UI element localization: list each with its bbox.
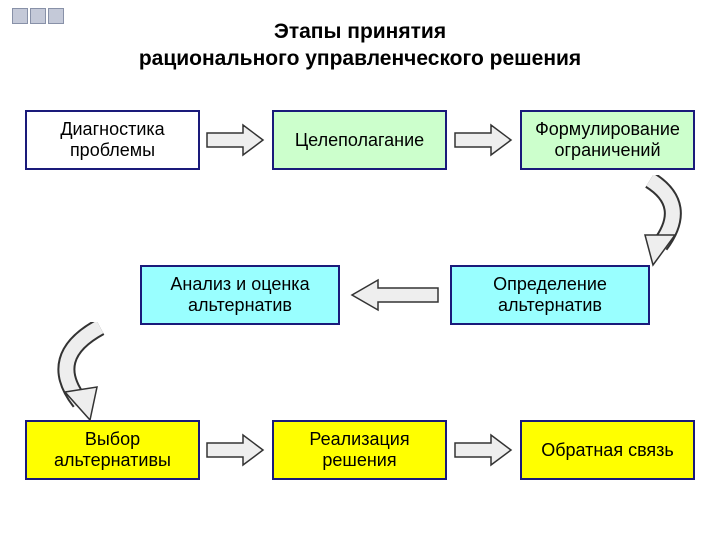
node-label: Выбор альтернативы (31, 429, 194, 471)
title-line-2: рационального управленческого решения (139, 47, 581, 70)
arrow-right-icon (205, 123, 265, 157)
node-label: Формулирование ограничений (526, 119, 689, 161)
arrow-right-icon (205, 433, 265, 467)
node-analysis: Анализ и оценка альтернатив (140, 265, 340, 325)
arrow-right-icon (453, 433, 513, 467)
page-title: Этапы принятия рационального управленчес… (0, 18, 720, 73)
arrow-left-icon (350, 278, 440, 312)
node-constraints: Формулирование ограничений (520, 110, 695, 170)
arrow-curved-down-icon (35, 322, 125, 432)
node-goalsetting: Целеполагание (272, 110, 447, 170)
node-diagnostics: Диагностика проблемы (25, 110, 200, 170)
node-label: Диагностика проблемы (31, 119, 194, 161)
node-label: Анализ и оценка альтернатив (146, 274, 334, 316)
arrow-curved-down-icon (615, 175, 695, 275)
title-line-1: Этапы принятия (274, 20, 446, 43)
node-feedback: Обратная связь (520, 420, 695, 480)
node-label: Целеполагание (295, 130, 424, 151)
node-label: Реализация решения (278, 429, 441, 471)
arrow-right-icon (453, 123, 513, 157)
node-label: Определение альтернатив (456, 274, 644, 316)
node-implementation: Реализация решения (272, 420, 447, 480)
node-label: Обратная связь (541, 440, 674, 461)
